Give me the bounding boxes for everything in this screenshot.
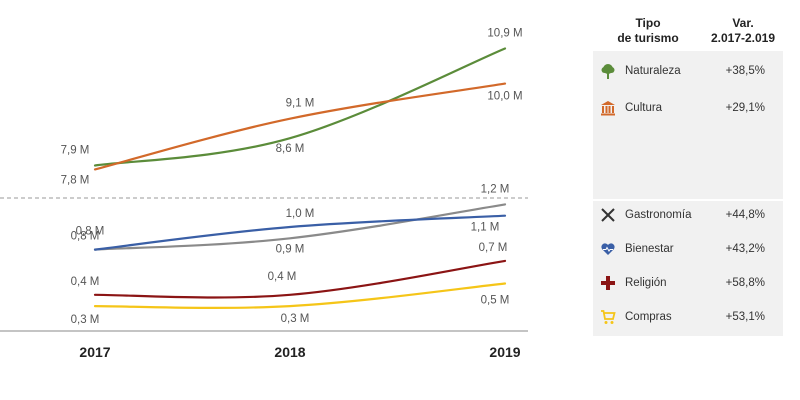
fork-knife-icon	[597, 205, 619, 225]
data-label-cultura-2019: 10,0 M	[487, 91, 522, 103]
series-line-religion	[93, 259, 507, 299]
series-line-cultura	[93, 82, 507, 171]
data-label-religion-2019: 0,7 M	[479, 242, 508, 254]
data-label-compras-2017: 0,3 M	[71, 314, 100, 326]
legend-row-naturaleza: Naturaleza +38,5%	[593, 59, 783, 83]
chart-data-labels: 7,9 M 8,6 M 10,9 M 7,8 M 9,1 M 10,0 M 0,8 M 0,9…	[61, 28, 523, 327]
x-tick-2018: 2018	[274, 344, 305, 360]
legend-var-gastronomia: +44,8%	[725, 209, 765, 221]
data-label-religion-2018: 0,4 M	[268, 271, 297, 283]
data-label-cultura-2018: 9,1 M	[286, 98, 315, 110]
legend-header-type-line1: Tipo	[635, 16, 661, 30]
x-tick-2017: 2017	[79, 344, 110, 360]
chart-axes	[0, 197, 528, 332]
legend-label-cultura: Cultura	[625, 102, 663, 114]
data-label-bienestar-2019: 1,1 M	[471, 222, 500, 234]
data-label-religion-2017: 0,4 M	[71, 276, 100, 288]
tree-icon	[597, 61, 619, 81]
legend-row-gastronomia: Gastronomía +44,8%	[593, 203, 783, 227]
series-line-naturaleza	[93, 47, 507, 167]
legend-var-bienestar: +43,2%	[725, 243, 765, 255]
data-label-gastronomia-2019: 1,2 M	[481, 183, 510, 195]
data-label-bienestar-2018: 1,0 M	[286, 208, 315, 220]
cross-icon	[597, 273, 619, 293]
line-chart: 7,9 M 8,6 M 10,9 M 7,8 M 9,1 M 10,0 M 0,8 M 0,9…	[0, 28, 528, 360]
legend-header-var-line1: Var.	[732, 16, 754, 30]
legend-label-compras: Compras	[625, 311, 672, 323]
legend-label-gastronomia: Gastronomía	[625, 209, 692, 221]
heart-icon	[597, 239, 619, 259]
legend-header-type: Tipo de turismo	[593, 16, 703, 46]
legend-header-var-line2: 2.017-2.019	[710, 31, 776, 45]
legend-header-type-line2: de turismo	[617, 31, 679, 45]
legend-var-cultura: +29,1%	[725, 102, 765, 114]
legend-row-religion: Religión +58,8%	[593, 271, 783, 295]
data-label-naturaleza-2019: 10,9 M	[487, 28, 522, 40]
data-label-gastronomia-2017: 0,8 M	[71, 231, 100, 243]
data-label-cultura-2017: 7,8 M	[61, 174, 90, 186]
data-label-compras-2019: 0,5 M	[481, 295, 510, 307]
data-label-naturaleza-2017: 7,9 M	[61, 145, 90, 157]
legend-label-naturaleza: Naturaleza	[625, 65, 681, 77]
legend-row-cultura: Cultura +29,1%	[593, 96, 783, 120]
legend-label-bienestar: Bienestar	[625, 243, 674, 255]
legend-panel-bottom	[593, 201, 783, 336]
data-label-bienestar-2017: 0,8 M	[76, 226, 105, 238]
legend-row-compras: Compras +53,1%	[593, 305, 783, 329]
x-tick-2019: 2019	[489, 344, 520, 360]
cart-icon	[597, 307, 619, 327]
legend-row-bienestar: Bienestar +43,2%	[593, 237, 783, 261]
chart-x-ticks: 2017 2018 2019	[79, 344, 520, 360]
series-line-bienestar	[93, 214, 507, 251]
data-label-gastronomia-2018: 0,9 M	[276, 243, 305, 255]
series-line-gastronomia	[93, 203, 507, 251]
legend-table: Tipo de turismo Var. 2.017-2.019 Natural…	[593, 8, 783, 336]
legend-label-religion: Religión	[625, 277, 667, 289]
legend-var-naturaleza: +38,5%	[725, 65, 765, 77]
series-line-compras	[93, 282, 507, 310]
legend-var-religion: +58,8%	[725, 277, 765, 289]
legend-header-var: Var. 2.017-2.019	[703, 16, 783, 46]
legend-panel-top	[593, 51, 783, 199]
museum-icon	[597, 98, 619, 118]
data-label-naturaleza-2018: 8,6 M	[276, 143, 305, 155]
data-label-compras-2018: 0,3 M	[281, 313, 310, 325]
chart-lines	[93, 47, 507, 310]
legend-var-compras: +53,1%	[725, 311, 765, 323]
